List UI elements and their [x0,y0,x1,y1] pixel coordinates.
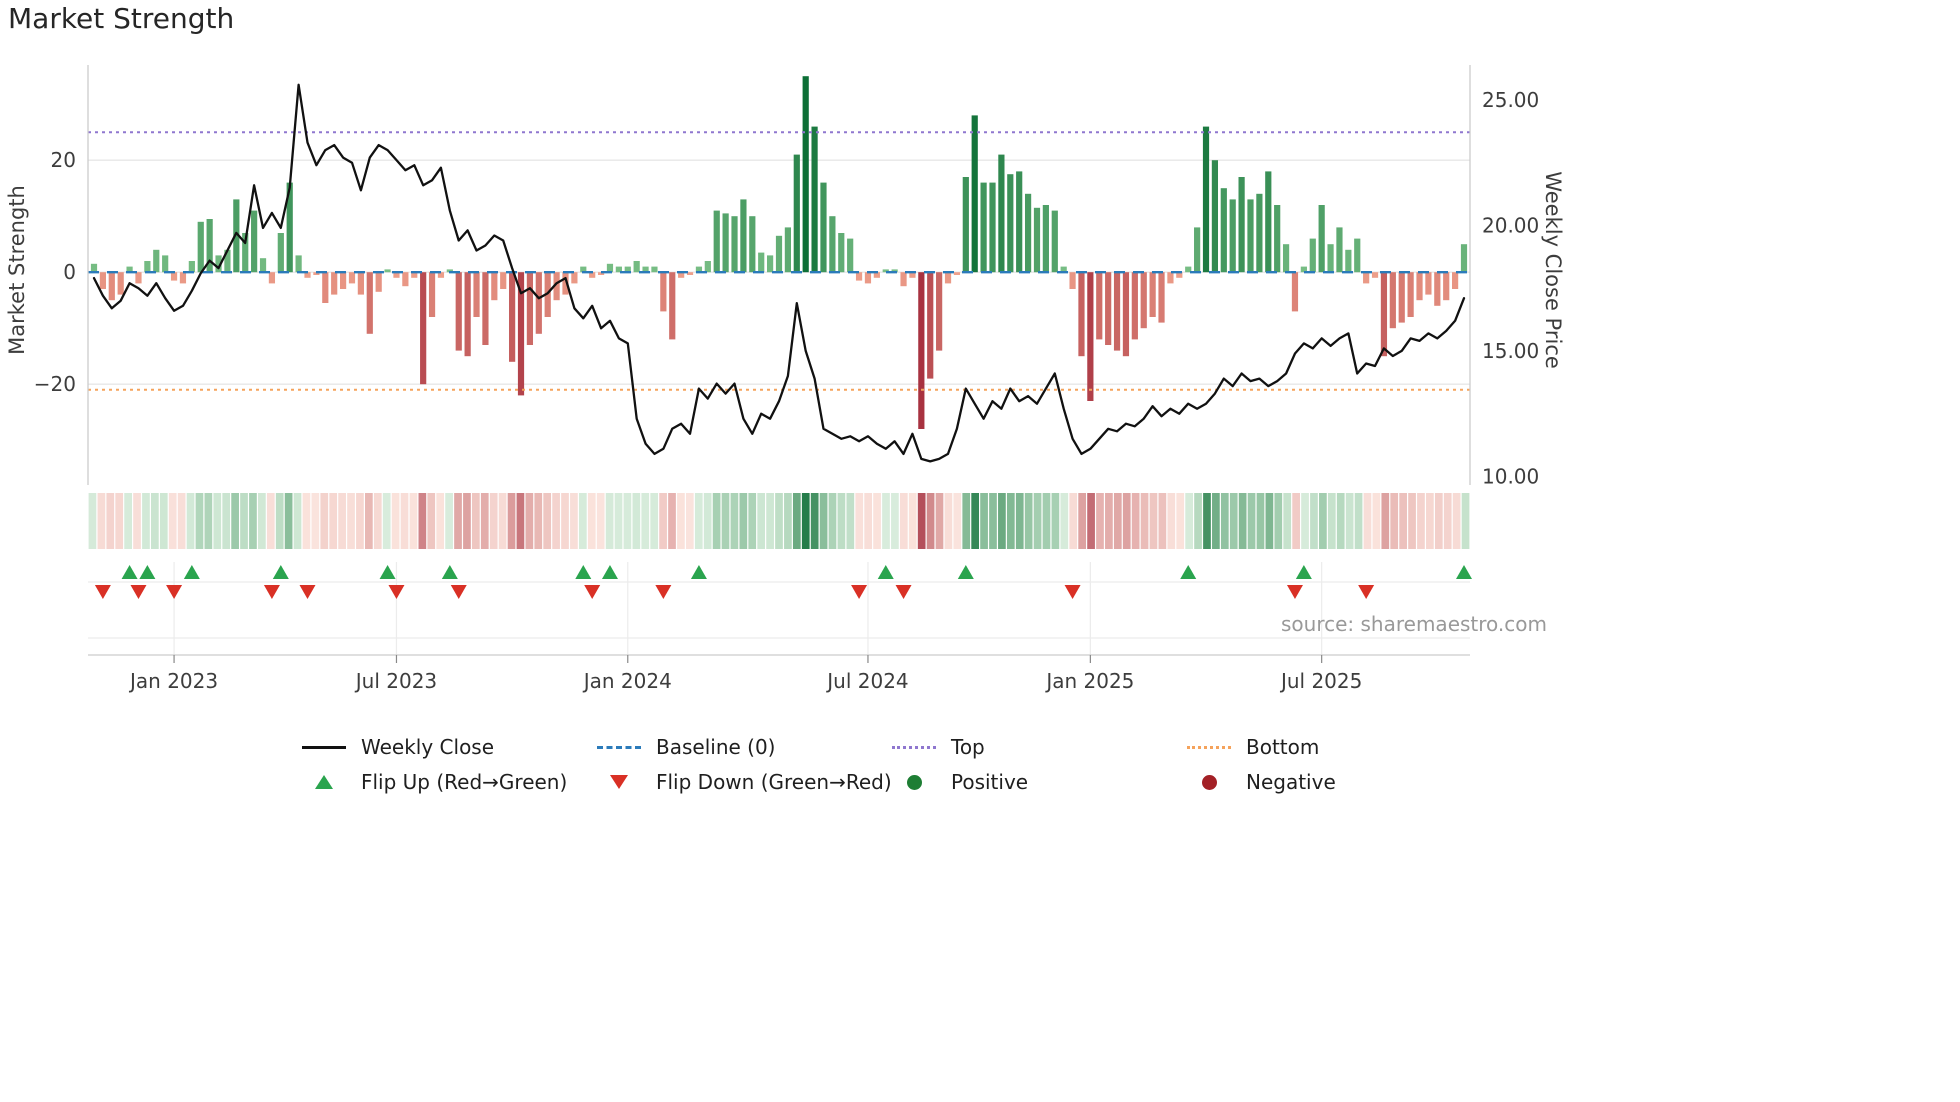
positive-dot-icon [890,772,938,792]
legend-item-top: Top [890,735,1185,759]
legend-label-weekly-close: Weekly Close [361,735,495,759]
legend-label-negative: Negative [1246,770,1336,794]
weekly-close-line-icon [300,737,348,757]
source-credit: source: sharemaestro.com [1281,612,1547,636]
legend-item-positive: Positive [890,770,1185,794]
svg-text:Jan 2024: Jan 2024 [582,669,672,693]
chart-svg: 20 0 −20 25.00 20.00 15.00 10.00 Jan 2023 Jul 20… [34,65,1539,693]
flip-up-triangle-icon [300,772,348,792]
page-title: Market Strength [8,2,235,35]
legend-item-bottom: Bottom [1185,735,1480,759]
svg-text:15.00: 15.00 [1482,339,1539,363]
right-axis-label: Weekly Close Price [1541,171,1565,369]
svg-text:10.00: 10.00 [1482,464,1539,488]
svg-text:Jul 2024: Jul 2024 [825,669,908,693]
svg-text:25.00: 25.00 [1482,88,1539,112]
baseline-dash-icon [595,737,643,757]
legend-label-flip-up: Flip Up (Red→Green) [361,770,568,794]
svg-text:Jan 2025: Jan 2025 [1044,669,1134,693]
legend-row-2: Flip Up (Red→Green) Flip Down (Green→Red… [300,770,1480,794]
svg-text:Jul 2023: Jul 2023 [354,669,437,693]
legend-item-weekly-close: Weekly Close [300,735,595,759]
legend-row-1: Weekly Close Baseline (0) Top Bottom [300,735,1480,759]
svg-text:20: 20 [51,148,76,172]
legend: Weekly Close Baseline (0) Top Bottom Fli… [300,735,1480,805]
legend-label-top: Top [951,735,985,759]
svg-text:Jan 2023: Jan 2023 [128,669,218,693]
legend-item-flip-down: Flip Down (Green→Red) [595,770,892,794]
left-axis-label: Market Strength [5,185,29,355]
top-dotted-line-icon [890,737,938,757]
legend-label-flip-down: Flip Down (Green→Red) [656,770,892,794]
flip-down-triangle-icon [595,772,643,792]
legend-item-flip-up: Flip Up (Red→Green) [300,770,595,794]
legend-label-baseline: Baseline (0) [656,735,776,759]
svg-text:0: 0 [63,260,76,284]
legend-item-baseline: Baseline (0) [595,735,890,759]
legend-label-positive: Positive [951,770,1029,794]
svg-text:Jul 2025: Jul 2025 [1279,669,1362,693]
svg-text:−20: −20 [34,372,76,396]
legend-item-negative: Negative [1185,770,1480,794]
negative-dot-icon [1185,772,1233,792]
svg-text:20.00: 20.00 [1482,213,1539,237]
legend-label-bottom: Bottom [1246,735,1320,759]
bottom-dotted-line-icon [1185,737,1233,757]
